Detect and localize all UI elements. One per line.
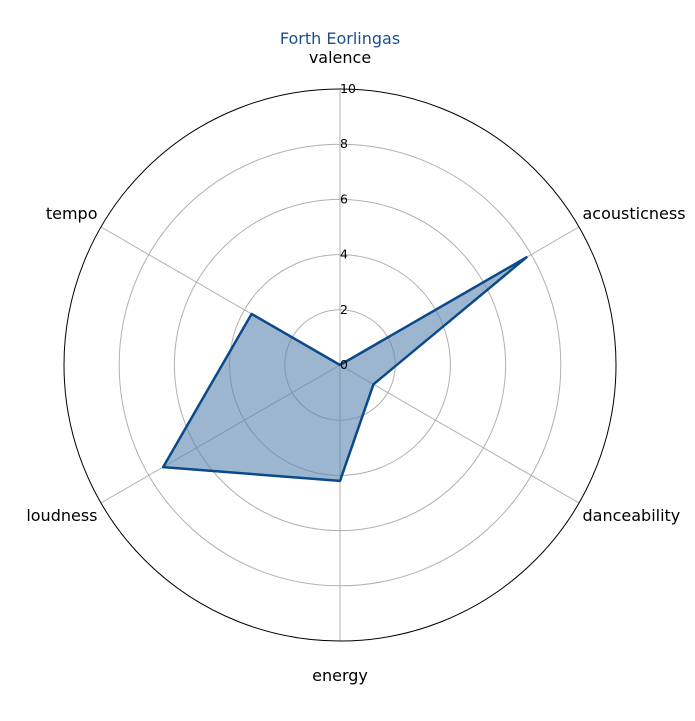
grid-spoke — [339, 364, 580, 504]
r-tick-label: 10 — [340, 81, 356, 96]
r-tick-label: 0 — [340, 357, 348, 372]
polar-frame — [63, 88, 617, 642]
axis-label-danceability: danceability — [582, 506, 680, 525]
chart-title: Forth Eorlingas — [280, 29, 400, 48]
series-line — [161, 256, 528, 483]
radar-labels: 0 2 4 6 8 10 valence acousticness danceability en… — [26, 48, 685, 685]
r-tick-label: 4 — [340, 247, 348, 262]
axis-label-acousticness: acousticness — [582, 204, 685, 223]
axis-label-valence: valence — [309, 48, 371, 67]
axis-label-loudness: loudness — [26, 506, 97, 525]
r-tick-label: 8 — [340, 136, 348, 151]
series-area — [163, 257, 527, 481]
r-tick-label: 2 — [340, 302, 348, 317]
r-tick-label: 6 — [340, 191, 348, 206]
axis-label-energy: energy — [312, 666, 368, 685]
axis-label-tempo: tempo — [46, 204, 98, 223]
radar-data — [161, 256, 528, 483]
